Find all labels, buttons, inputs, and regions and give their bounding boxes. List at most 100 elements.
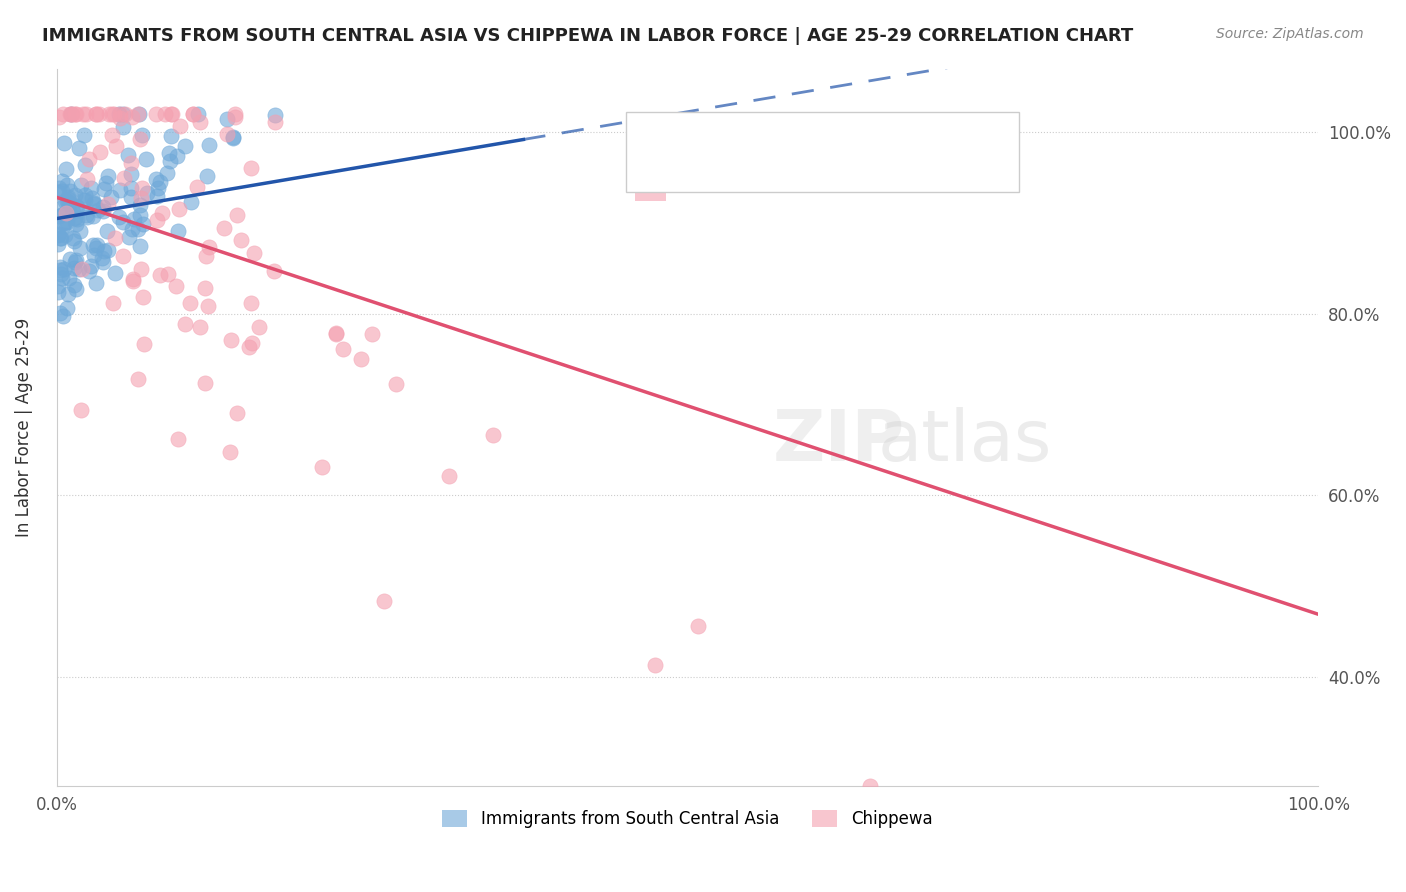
Point xyxy=(66,211,89,226)
Point xyxy=(128,131,150,145)
Point xyxy=(72,107,94,121)
Point xyxy=(58,271,80,285)
Point xyxy=(89,145,111,159)
Point xyxy=(51,184,73,198)
Point xyxy=(77,264,100,278)
Point xyxy=(145,107,167,121)
Point xyxy=(311,460,333,475)
Point xyxy=(859,779,882,793)
Point xyxy=(156,166,179,180)
Point xyxy=(131,217,153,231)
Point xyxy=(104,138,127,153)
Point xyxy=(180,194,202,209)
Point xyxy=(159,154,181,169)
Point xyxy=(188,115,211,129)
Point xyxy=(195,169,218,183)
Point xyxy=(97,243,120,257)
Point xyxy=(110,107,132,121)
Point xyxy=(46,285,69,299)
Text: ZIP: ZIP xyxy=(773,407,905,476)
Point xyxy=(69,241,91,255)
Point xyxy=(69,224,91,238)
Point xyxy=(160,107,183,121)
Point xyxy=(325,326,347,341)
Point xyxy=(52,107,75,121)
Text: 134: 134 xyxy=(853,128,897,145)
Point xyxy=(93,244,115,258)
Point xyxy=(63,261,86,276)
Point xyxy=(55,206,77,220)
Point xyxy=(46,228,69,243)
Text: R =: R = xyxy=(679,166,713,184)
Point xyxy=(121,111,143,125)
Point xyxy=(79,152,101,166)
Point xyxy=(122,272,145,286)
Point xyxy=(121,221,143,235)
Point xyxy=(437,469,460,483)
Point xyxy=(91,204,114,219)
Point xyxy=(131,128,153,142)
Point xyxy=(76,172,98,186)
Point xyxy=(194,281,217,295)
Point xyxy=(70,178,93,192)
Point xyxy=(56,194,79,208)
Point xyxy=(60,201,83,215)
Point xyxy=(107,107,129,121)
Point xyxy=(112,170,135,185)
Point xyxy=(153,107,176,121)
Point xyxy=(66,200,89,214)
Point xyxy=(187,107,209,121)
Point xyxy=(100,128,122,142)
Point xyxy=(82,191,104,205)
Point xyxy=(49,231,72,245)
Point xyxy=(60,107,83,121)
Point xyxy=(128,208,150,222)
Point xyxy=(75,158,97,172)
Point xyxy=(84,107,107,121)
Point xyxy=(239,161,262,175)
Y-axis label: In Labor Force | Age 25-29: In Labor Force | Age 25-29 xyxy=(15,318,32,537)
Point xyxy=(51,173,73,187)
Point xyxy=(98,107,121,121)
Point xyxy=(49,231,72,245)
Point xyxy=(63,278,86,293)
Text: N =: N = xyxy=(808,166,842,184)
Point xyxy=(70,261,93,276)
Point xyxy=(129,262,152,277)
Point xyxy=(94,176,117,190)
Point xyxy=(48,110,70,124)
Point xyxy=(350,351,373,366)
Point xyxy=(75,107,97,121)
Point xyxy=(73,187,96,202)
Point xyxy=(129,238,152,252)
Point xyxy=(111,215,134,229)
Point xyxy=(644,657,666,672)
Point xyxy=(87,107,110,121)
Point xyxy=(72,193,94,207)
Point xyxy=(128,107,150,121)
Point xyxy=(70,403,93,417)
Point xyxy=(56,301,79,315)
Point xyxy=(166,149,188,163)
Point xyxy=(157,145,180,160)
Point xyxy=(127,222,149,236)
Point xyxy=(55,161,77,176)
Point xyxy=(198,240,221,254)
Text: 0.162: 0.162 xyxy=(727,128,790,145)
Point xyxy=(53,228,76,243)
Point xyxy=(59,107,82,121)
Point xyxy=(146,189,169,203)
Point xyxy=(167,432,190,446)
Point xyxy=(90,251,112,265)
Point xyxy=(129,191,152,205)
Point xyxy=(361,327,384,342)
Point xyxy=(82,209,104,223)
Point xyxy=(104,231,127,245)
Point xyxy=(83,196,105,211)
Point xyxy=(149,268,172,282)
Point xyxy=(84,241,107,255)
Point xyxy=(332,343,354,357)
Point xyxy=(226,405,249,419)
Point xyxy=(76,211,98,225)
Point xyxy=(103,295,125,310)
